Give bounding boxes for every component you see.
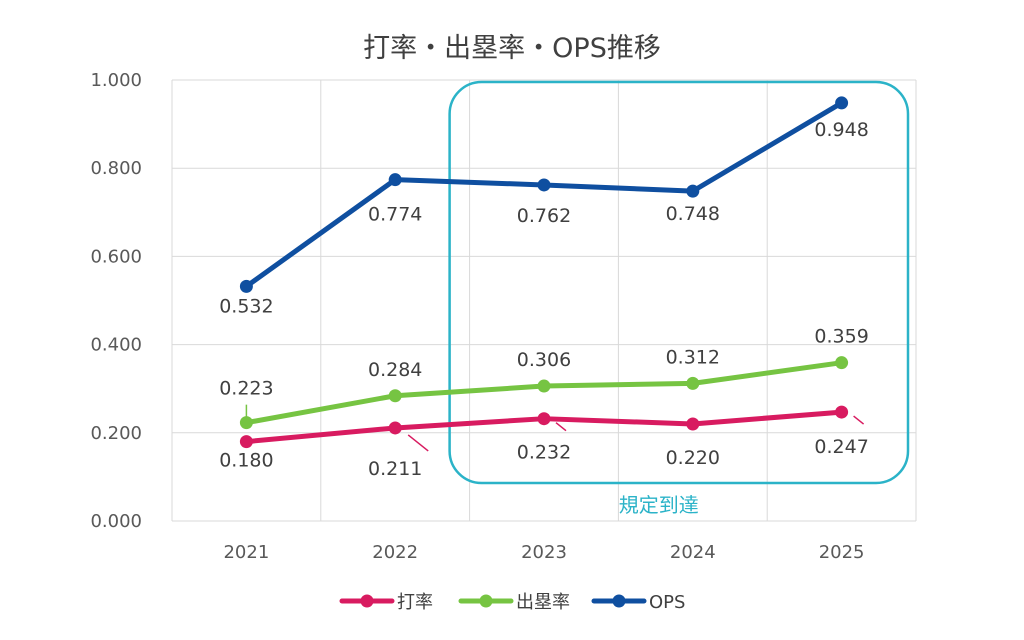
- annotation-label: 規定到達: [619, 493, 699, 517]
- data-point: [537, 379, 551, 393]
- data-label: 0.762: [517, 205, 571, 227]
- series-line: [243, 100, 845, 289]
- data-label: 0.774: [368, 204, 422, 226]
- data-label: 0.306: [517, 349, 571, 371]
- data-label: 0.748: [666, 203, 720, 225]
- data-point: [686, 184, 700, 198]
- data-label: 0.211: [368, 458, 422, 480]
- data-label: 0.180: [219, 450, 273, 472]
- x-axis: 2021 2022 2023 2024 2025: [223, 542, 864, 563]
- x-tick-label: 2023: [521, 542, 567, 563]
- data-label: 0.284: [368, 359, 422, 381]
- data-point: [239, 279, 253, 293]
- data-point: [686, 376, 700, 390]
- chart-title: 打率・出塁率・OPS推移: [363, 33, 661, 64]
- y-tick-label: 1.000: [90, 70, 142, 91]
- x-tick-label: 2024: [670, 542, 716, 563]
- legend-label: 打率: [397, 592, 433, 613]
- y-tick-label: 0.800: [90, 158, 142, 179]
- series-出塁率: 0.223 0.284 0.306 0.312 0.359: [219, 326, 869, 430]
- data-point: [537, 412, 551, 426]
- data-point: [239, 435, 253, 449]
- label-leader: [853, 415, 865, 425]
- legend: 打率 出塁率 OPS: [339, 592, 685, 613]
- data-label: 0.312: [666, 346, 720, 368]
- label-leader: [555, 422, 567, 432]
- y-tick-label: 0.200: [90, 423, 142, 444]
- data-label: 0.220: [666, 447, 720, 469]
- grid: [171, 79, 917, 522]
- x-tick-label: 2021: [223, 542, 269, 563]
- legend-swatch-marker: [360, 594, 374, 608]
- data-label: 0.247: [814, 436, 868, 458]
- data-point: [388, 173, 402, 187]
- series-打率: 0.180 0.211 0.232 0.220 0.247: [219, 405, 869, 480]
- data-point: [537, 178, 551, 192]
- x-tick-label: 2022: [372, 542, 418, 563]
- annotation: 規定到達: [448, 80, 910, 517]
- data-label: 0.232: [517, 442, 571, 464]
- data-label: 0.223: [219, 378, 273, 400]
- legend-label: 出塁率: [516, 592, 570, 613]
- y-axis: 0.000 0.200 0.400 0.600 0.800 1.000: [90, 70, 142, 532]
- annotation-box: [448, 80, 910, 485]
- series-OPS: 0.532 0.774 0.762 0.748 0.948: [219, 96, 869, 317]
- data-label: 0.948: [814, 119, 868, 141]
- data-label: 0.532: [219, 295, 273, 317]
- y-tick-label: 0.600: [90, 246, 142, 267]
- legend-swatch-marker: [479, 594, 493, 608]
- y-tick-label: 0.000: [90, 511, 142, 532]
- data-point: [835, 356, 849, 370]
- data-point: [388, 421, 402, 435]
- data-point: [835, 405, 849, 419]
- data-point: [388, 389, 402, 403]
- x-tick-label: 2025: [819, 542, 865, 563]
- y-tick-label: 0.400: [90, 335, 142, 356]
- legend-label: OPS: [649, 592, 685, 613]
- data-point: [686, 417, 700, 431]
- data-label: 0.359: [814, 326, 868, 348]
- data-point: [239, 416, 253, 430]
- data-point: [835, 96, 849, 110]
- legend-swatch-marker: [612, 594, 626, 608]
- series-group: 0.180 0.211 0.232 0.220 0.247 0.223 0.284 0.306…: [219, 96, 869, 480]
- label-leader: [407, 434, 429, 452]
